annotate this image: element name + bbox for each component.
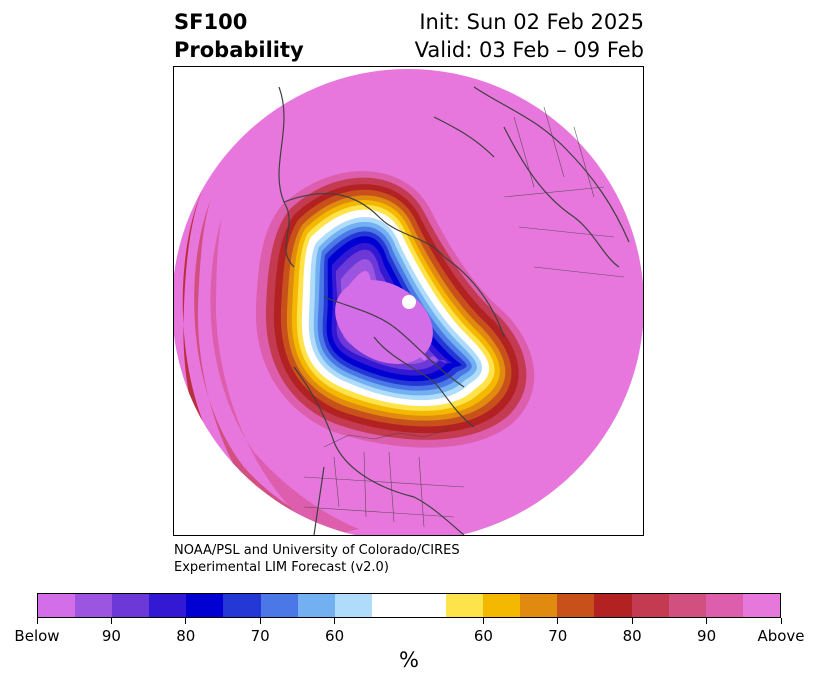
- variable-name: SF100: [174, 10, 248, 34]
- colorbar-segment: [520, 594, 558, 617]
- colorbar-segment: [75, 594, 113, 617]
- colorbar: [37, 593, 781, 618]
- colorbar-segment: [705, 594, 743, 617]
- colorbar-segment: [557, 594, 595, 617]
- colorbar-tick: [631, 618, 633, 624]
- borders: [303, 106, 625, 528]
- colorbar-segment: [668, 594, 706, 617]
- colorbar-tick: [185, 618, 187, 624]
- colorbar-tick-label: 60: [325, 627, 345, 645]
- variable-type: Probability: [174, 38, 304, 62]
- colorbar-tick-label: 90: [697, 627, 717, 645]
- colorbar-tick-label: 70: [548, 627, 568, 645]
- probability-field: [182, 171, 535, 535]
- colorbar-segment: [371, 594, 447, 617]
- colorbar-tick-label: 90: [101, 627, 121, 645]
- colorbar-tick: [780, 618, 782, 624]
- colorbar-tick-label: 80: [176, 627, 196, 645]
- credit-text: NOAA/PSL and University of Colorado/CIRE…: [174, 542, 460, 576]
- colorbar-tick: [334, 618, 336, 624]
- colorbar-segment: [186, 594, 224, 617]
- map-panel: [173, 66, 644, 536]
- colorbar-segment: [594, 594, 632, 617]
- pole-hole: [402, 295, 416, 309]
- colorbar-tick-label: Above: [757, 627, 805, 645]
- colorbar-segment: [483, 594, 521, 617]
- colorbar-segment: [297, 594, 335, 617]
- valid-range: Valid: 03 Feb – 09 Feb: [414, 38, 644, 62]
- init-date: Init: Sun 02 Feb 2025: [419, 10, 644, 34]
- colorbar-tick: [110, 618, 112, 624]
- colorbar-units: %: [399, 648, 419, 672]
- polar-map: [174, 69, 643, 535]
- colorbar-tick-label: 80: [622, 627, 642, 645]
- colorbar-segment: [260, 594, 298, 617]
- colorbar-tick: [557, 618, 559, 624]
- colorbar-tick: [706, 618, 708, 624]
- colorbar-tick-label: 70: [250, 627, 270, 645]
- colorbar-segment: [38, 594, 76, 617]
- colorbar-tick: [259, 618, 261, 624]
- colorbar-tick-label: 60: [473, 627, 493, 645]
- credit-line-2: Experimental LIM Forecast (v2.0): [174, 560, 389, 575]
- colorbar-segment: [223, 594, 261, 617]
- chart-title-left: SF100 Probability: [174, 8, 304, 64]
- colorbar-segment: [112, 594, 150, 617]
- credit-line-1: NOAA/PSL and University of Colorado/CIRE…: [174, 543, 460, 558]
- colorbar-segment: [446, 594, 484, 617]
- colorbar-tick: [482, 618, 484, 624]
- colorbar-tick-label: Below: [14, 627, 60, 645]
- colorbar-segment: [334, 594, 372, 617]
- colorbar-tick: [36, 618, 38, 624]
- chart-title-right: Init: Sun 02 Feb 2025 Valid: 03 Feb – 09…: [415, 8, 644, 64]
- colorbar-segment: [149, 594, 187, 617]
- colorbar-segment: [742, 594, 780, 617]
- colorbar-segment: [631, 594, 669, 617]
